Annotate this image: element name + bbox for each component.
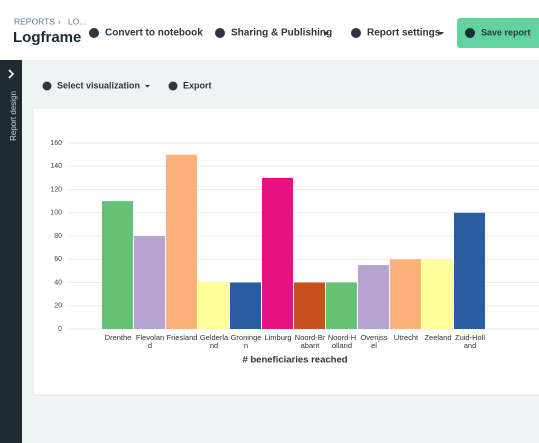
bar [422, 259, 453, 329]
x-tick-label: Flevolan d [136, 333, 164, 350]
y-tick-label: 0 [58, 326, 62, 333]
export-button[interactable]: Export [183, 80, 212, 90]
page-title: Logframe [13, 29, 81, 46]
icon [465, 28, 475, 38]
bar [262, 177, 293, 329]
icon [168, 81, 178, 91]
settings-button[interactable]: Report settings [367, 28, 441, 39]
convert-button[interactable]: Convert to notebook [105, 28, 203, 39]
save-button[interactable] [457, 18, 539, 48]
x-tick-label: Noord-Br abant [295, 333, 326, 350]
expand-icon[interactable] [8, 69, 15, 79]
icon [351, 28, 361, 38]
y-tick-label: 120 [50, 186, 62, 193]
x-tick-label: Utrecht [394, 333, 419, 342]
bar [230, 282, 261, 329]
sidebar [0, 60, 22, 443]
x-tick-label: Friesland [167, 333, 198, 342]
x-tick-label: Groninge n [231, 333, 262, 350]
caret [145, 85, 150, 88]
y-tick-label: 80 [54, 233, 62, 240]
bar [454, 212, 485, 329]
x-tick-label: Noord-H olland [328, 333, 356, 350]
bar [326, 282, 357, 329]
x-tick-label: Zuid-Holl and [455, 333, 485, 350]
x-tick-label: Gelderla nd [200, 333, 229, 350]
y-tick-label: 100 [50, 210, 62, 217]
bar [198, 282, 229, 329]
sharing-button[interactable]: Sharing & Publishing [231, 28, 332, 39]
header [0, 0, 539, 60]
x-tick-label: Drenthe [105, 333, 132, 342]
bar [166, 154, 197, 329]
icon [42, 81, 52, 91]
bar [358, 265, 389, 329]
save-label: Save report [481, 27, 531, 37]
bar [134, 236, 165, 329]
breadcrumb-sep: › [58, 16, 61, 26]
breadcrumb-current: LO... [68, 16, 86, 26]
x-axis-label: # beneficiaries reached [242, 355, 347, 366]
select-visualization[interactable]: Select visualization [57, 80, 140, 90]
bar [102, 201, 133, 329]
icon [215, 28, 225, 38]
y-tick-label: 20 [54, 303, 62, 310]
caret [438, 32, 444, 35]
sidebar-label[interactable]: Report design [9, 91, 18, 141]
y-tick-label: 40 [54, 279, 62, 286]
bar [294, 282, 325, 329]
breadcrumb[interactable]: REPORTS [14, 16, 55, 26]
x-tick-label: Zeeland [424, 333, 451, 342]
caret [323, 32, 329, 35]
x-tick-label: Overijss el [360, 333, 387, 350]
icon [89, 28, 99, 38]
y-tick-label: 60 [54, 256, 62, 263]
y-tick-label: 140 [50, 163, 62, 170]
x-tick-label: Limburg [264, 333, 291, 342]
y-tick-label: 160 [50, 140, 62, 147]
bar [390, 259, 421, 329]
